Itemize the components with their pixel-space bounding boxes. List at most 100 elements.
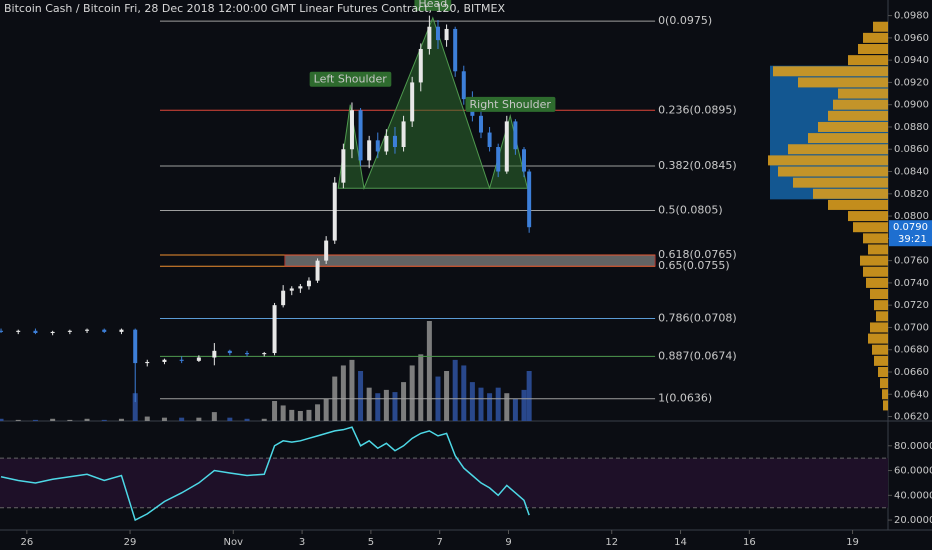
volume-bar xyxy=(521,389,527,421)
volume-bar xyxy=(418,354,424,421)
y-tick-label: 0.0820 xyxy=(894,189,929,200)
candle-body xyxy=(349,110,354,150)
volume-bar xyxy=(461,365,467,421)
volume-profile-bar xyxy=(793,177,888,188)
candle-body xyxy=(306,280,311,287)
candle-body xyxy=(367,140,372,161)
pattern-label-box xyxy=(465,96,556,112)
candle-body xyxy=(289,288,294,291)
candle-body xyxy=(272,305,277,354)
volume-profile-bar xyxy=(880,378,888,389)
candle-body xyxy=(315,260,320,281)
fib-label: 0.236(0.0895) xyxy=(658,103,737,116)
candle-body xyxy=(133,329,138,364)
x-tick-label: 16 xyxy=(743,537,756,548)
volume-bar xyxy=(261,418,267,421)
pattern-label-text: Head xyxy=(418,0,447,10)
volume-bar xyxy=(144,416,150,421)
fib-label: 0(0.0975) xyxy=(658,14,712,27)
pattern-label-text: Left Shoulder xyxy=(314,73,388,86)
candle-body xyxy=(16,330,21,332)
volume-profile-bar xyxy=(838,88,888,99)
volume-bar xyxy=(401,382,407,421)
fib-label: 0.786(0.0708) xyxy=(658,312,737,325)
y-tick-label: 0.0700 xyxy=(894,322,929,333)
volume-bar xyxy=(67,419,73,421)
volume-bar xyxy=(478,387,484,421)
candle-body xyxy=(341,149,346,183)
volume-bar xyxy=(211,412,217,421)
volume-bar xyxy=(15,419,21,421)
volume-bar xyxy=(504,393,510,421)
volume-bar xyxy=(383,389,389,421)
volume-bar xyxy=(366,387,372,421)
volume-profile-bar xyxy=(874,300,888,311)
last-price-label: 0.0790 xyxy=(893,222,928,233)
volume-bar xyxy=(444,371,450,421)
volume-bar xyxy=(349,359,355,421)
candle-body xyxy=(332,182,337,241)
volume-bar xyxy=(0,418,4,421)
x-tick-label: 14 xyxy=(674,537,687,548)
x-tick-label: 26 xyxy=(20,537,33,548)
volume-bar xyxy=(340,365,346,421)
volume-bar xyxy=(32,419,38,421)
fib-label: 0.887(0.0674) xyxy=(658,349,737,362)
candle-body xyxy=(487,132,492,148)
volume-bar xyxy=(196,417,202,421)
volume-profile-bar xyxy=(818,121,888,132)
volume-profile-bar xyxy=(863,233,888,244)
x-tick-label: 29 xyxy=(124,537,137,548)
volume-profile-bar xyxy=(868,333,888,344)
candle-body xyxy=(281,290,286,306)
candle-body xyxy=(102,329,107,332)
candle-body xyxy=(119,329,124,332)
candle-body xyxy=(162,359,167,362)
volume-profile-bar xyxy=(853,222,888,233)
y-tick-label: 0.0800 xyxy=(894,211,929,222)
volume-profile-bar xyxy=(870,322,888,333)
candle-body xyxy=(85,329,90,331)
x-tick-label: 9 xyxy=(505,537,511,548)
candle-body xyxy=(461,71,466,100)
value-area xyxy=(770,65,888,200)
fib-label: 0.382(0.0845) xyxy=(658,159,737,172)
x-tick-label: Nov xyxy=(224,537,244,548)
pattern-label: Right Shoulder xyxy=(465,96,556,112)
volume-bar xyxy=(280,405,286,421)
volume-bar xyxy=(289,409,295,421)
candle-body xyxy=(478,115,483,133)
volume-bar xyxy=(426,321,432,421)
candle-body xyxy=(435,26,440,41)
pattern-label-box xyxy=(309,71,392,87)
volume-profile-bar xyxy=(798,77,888,88)
volume-bar xyxy=(50,418,56,421)
fib-label: 0.5(0.0805) xyxy=(658,204,723,217)
candle-body xyxy=(227,350,232,354)
volume-profile-bar xyxy=(858,44,888,55)
volume-profile-bar xyxy=(813,188,888,199)
volume-bar xyxy=(101,419,107,421)
rsi-tick-label: 40.0000 xyxy=(894,490,932,501)
candle-body xyxy=(384,135,389,152)
fib-label: 0.65(0.0755) xyxy=(658,259,730,272)
pattern-label: Left Shoulder xyxy=(309,71,392,87)
volume-profile-bar xyxy=(870,289,888,300)
y-tick-label: 0.0660 xyxy=(894,367,929,378)
candle-body xyxy=(521,149,526,172)
volume-bar xyxy=(526,371,532,421)
candle-body xyxy=(392,135,397,148)
x-tick-label: 5 xyxy=(368,537,374,548)
candle-body xyxy=(212,350,217,358)
x-tick-label: 3 xyxy=(299,537,305,548)
rsi-line xyxy=(0,426,530,522)
candle-body xyxy=(179,359,184,361)
fib-label: 1(0.0636) xyxy=(658,392,712,405)
candle-body xyxy=(196,357,201,361)
volume-profile-bar xyxy=(808,133,888,144)
pattern-label-box xyxy=(414,0,452,11)
candle-body xyxy=(50,331,55,334)
candle-body xyxy=(324,240,329,261)
volume-profile-bar xyxy=(883,400,888,411)
